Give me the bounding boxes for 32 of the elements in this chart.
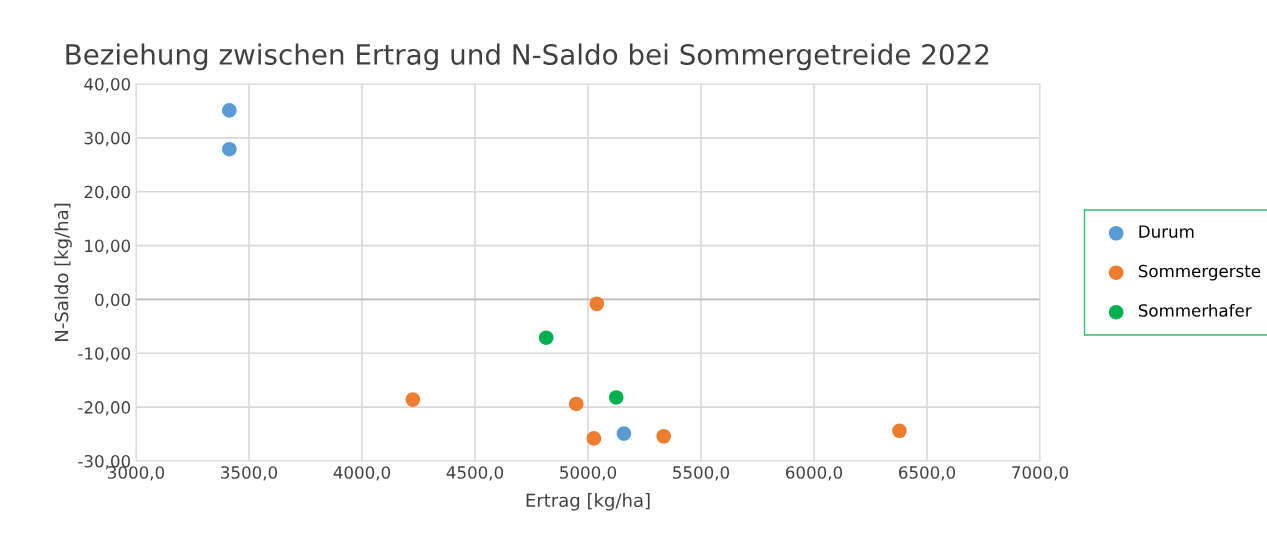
y-axis-title: N-Saldo [kg/ha] xyxy=(54,203,72,341)
point xyxy=(586,431,602,446)
point xyxy=(616,426,632,441)
chart-title: Beziehung zwischen Ertrag und N-Saldo bei Sommergetreide 2022 xyxy=(66,43,989,71)
point xyxy=(538,330,554,345)
point xyxy=(568,396,584,412)
x-axis-title: Ertrag [kg/ha] xyxy=(526,493,650,511)
y-tick-label: -10,00 xyxy=(78,347,131,362)
legend-label: Sommerhafer xyxy=(1138,303,1252,317)
point xyxy=(589,296,605,312)
point xyxy=(405,392,421,407)
x-tick-label: 3500,0 xyxy=(221,466,278,481)
y-tick-label: 40,00 xyxy=(84,77,131,93)
y-tick-label: -20,00 xyxy=(78,401,131,416)
x-tick-label: 6000,0 xyxy=(786,466,843,481)
y-tick-label: 20,00 xyxy=(84,185,131,200)
point xyxy=(608,390,624,405)
point xyxy=(222,141,237,157)
point xyxy=(656,428,671,444)
point xyxy=(892,423,907,439)
y-tick-label: 0,00 xyxy=(95,293,131,308)
legend-label: Sommergerste xyxy=(1138,264,1261,281)
x-tick-label: 7000,0 xyxy=(1012,466,1069,481)
x-tick-label: 4500,0 xyxy=(446,466,504,481)
y-tick-label: 30,00 xyxy=(84,131,131,147)
x-tick-label: 5500,0 xyxy=(673,466,730,481)
x-tick-label: 5000,0 xyxy=(560,466,617,481)
x-tick-label: 6500,0 xyxy=(899,466,956,481)
legend-label: Durum xyxy=(1139,225,1194,238)
y-tick-label: 10,00 xyxy=(85,239,131,254)
x-tick-label: 4000,0 xyxy=(333,466,391,481)
point xyxy=(222,103,237,118)
